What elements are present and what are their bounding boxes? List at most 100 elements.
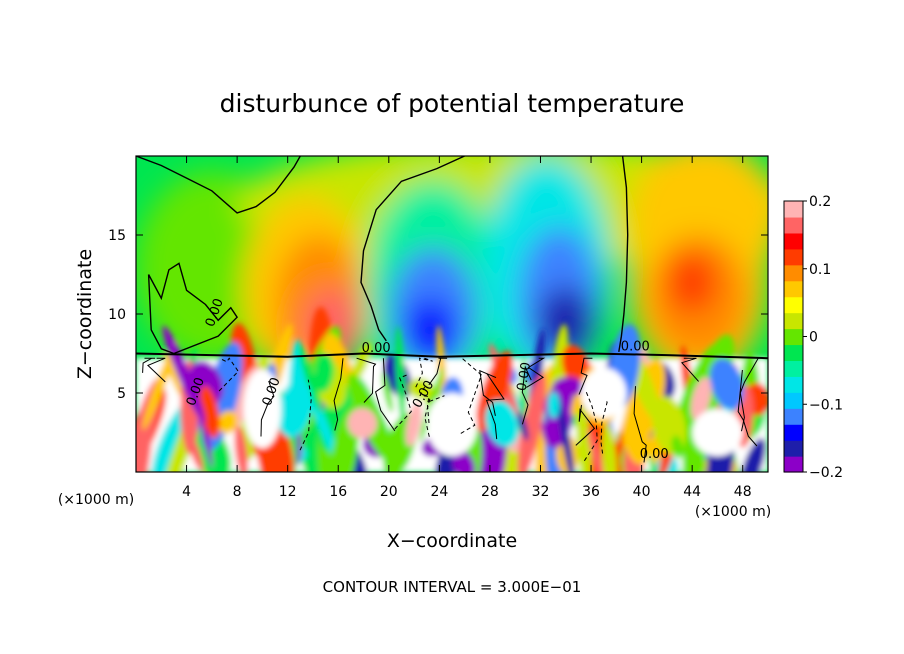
colorbar-swatch <box>784 408 803 425</box>
x-tick-label: 48 <box>734 484 752 500</box>
zero-contour <box>260 380 275 437</box>
colorbar: 0.2 0.1 0 −0.1 −0.2 <box>783 194 843 481</box>
y-tick-label: 15 <box>108 228 126 244</box>
colorbar-tick-label: 0.1 <box>809 262 831 278</box>
zero-contour <box>142 357 156 373</box>
colorbar-swatch <box>784 264 803 282</box>
calm-patch <box>580 367 627 419</box>
turbulent-streak <box>347 408 378 439</box>
x-tick-label: 16 <box>329 484 347 500</box>
chart-title: disturbunce of potential temperature <box>220 89 685 118</box>
zero-contour <box>415 357 433 388</box>
zero-contour <box>333 358 344 431</box>
x-unit-left: (×1000 m) <box>58 492 134 508</box>
turbulent-streak <box>587 428 604 472</box>
x-unit-right: (×1000 m) <box>695 504 771 520</box>
turbulent-streak <box>142 340 178 430</box>
turbulent-streak <box>298 343 322 413</box>
turbulent-streak <box>234 424 249 472</box>
turbulent-streak <box>517 373 547 472</box>
x-tick-label: 4 <box>182 484 191 500</box>
calm-patch <box>426 393 478 457</box>
colorbar-swatch <box>784 344 803 362</box>
colorbar-swatch <box>784 440 803 457</box>
turbulent-streak <box>419 367 444 443</box>
cool-core <box>537 287 594 357</box>
contour-label: 0.00 <box>514 361 534 392</box>
colorbar-swatch <box>784 360 803 377</box>
zero-contour <box>583 389 598 462</box>
colorbar-swatch <box>784 456 803 473</box>
zero-contour <box>526 357 546 388</box>
colorbar-swatch <box>784 248 803 266</box>
y-axis: 5 10 15 <box>108 228 768 402</box>
zero-contour <box>218 357 239 392</box>
zero-contour <box>479 369 497 417</box>
zero-contour <box>633 386 647 463</box>
y-tick-label: 10 <box>108 307 126 323</box>
colorbar-tick-label: −0.1 <box>809 397 843 413</box>
colorbar-tick-label: −0.2 <box>809 465 843 481</box>
colorbar-swatch <box>784 280 803 298</box>
zero-contour <box>618 156 629 353</box>
turbulent-streak <box>485 400 519 447</box>
x-tick-label: 36 <box>582 484 600 500</box>
zero-contour <box>681 357 699 382</box>
colorbar-tick-label: 0 <box>809 330 818 346</box>
contour-lines <box>136 156 768 463</box>
turbulent-streak <box>199 385 220 439</box>
turbulent-streak <box>517 411 529 441</box>
cool-core <box>405 298 456 362</box>
turbulent-streak <box>277 379 313 438</box>
turbulent-streak <box>739 438 766 472</box>
zero-contour <box>360 156 465 342</box>
contour-interval-note: CONTOUR INTERVAL = 3.000E−01 <box>323 578 582 596</box>
y-tick-label: 5 <box>117 386 126 402</box>
turbulent-streak <box>552 376 584 398</box>
colorbar-tick-label: 0.2 <box>809 194 831 210</box>
colorbar-swatch <box>784 312 803 330</box>
x-tick-label: 12 <box>279 484 297 500</box>
contour-label: 0.00 <box>362 341 391 356</box>
zero-contour <box>136 352 768 360</box>
zero-contour <box>575 404 596 446</box>
zero-contour <box>428 357 448 386</box>
turbulent-streak <box>557 396 576 472</box>
turbulent-streak <box>476 350 513 432</box>
calm-patch <box>692 408 743 457</box>
x-axis-label: X−coordinate <box>387 530 517 552</box>
turbulent-streak <box>314 353 334 393</box>
x-tick-label: 20 <box>380 484 398 500</box>
x-axis: 4 8 12 16 20 24 28 32 36 40 44 48 <box>182 156 752 500</box>
zero-contour <box>136 156 301 214</box>
colorbar-swatch <box>784 392 803 409</box>
x-tick-label: 24 <box>430 484 448 500</box>
turbulent-streak <box>690 377 712 421</box>
zero-contour <box>600 399 608 454</box>
turbulent-streak <box>622 409 651 465</box>
colorbar-swatch <box>784 232 803 250</box>
turbulent-streak <box>395 325 406 424</box>
turbulent-streak <box>452 450 476 472</box>
turbulent-streak <box>217 410 238 434</box>
turbulent-streak <box>408 378 434 400</box>
x-tick-label: 40 <box>633 484 651 500</box>
colorbar-swatch <box>784 296 803 314</box>
colorbar-swatch <box>784 376 803 393</box>
turbulent-streak <box>602 423 617 472</box>
zero-contour <box>485 373 505 440</box>
colorbar-swatch <box>784 328 803 346</box>
zero-contour <box>146 357 166 383</box>
x-tick-label: 28 <box>481 484 499 500</box>
colorbar-swatch <box>784 216 803 234</box>
x-tick-label: 44 <box>683 484 701 500</box>
zero-contour <box>521 365 532 425</box>
colorbar-swatch <box>784 424 803 441</box>
zero-contour <box>356 357 377 403</box>
turbulent-streak <box>575 403 592 472</box>
contour-label: 0.00 <box>621 339 650 354</box>
lower-turbulent-field <box>136 306 768 472</box>
zero-contour <box>375 358 396 432</box>
turbulent-streak <box>162 325 205 423</box>
